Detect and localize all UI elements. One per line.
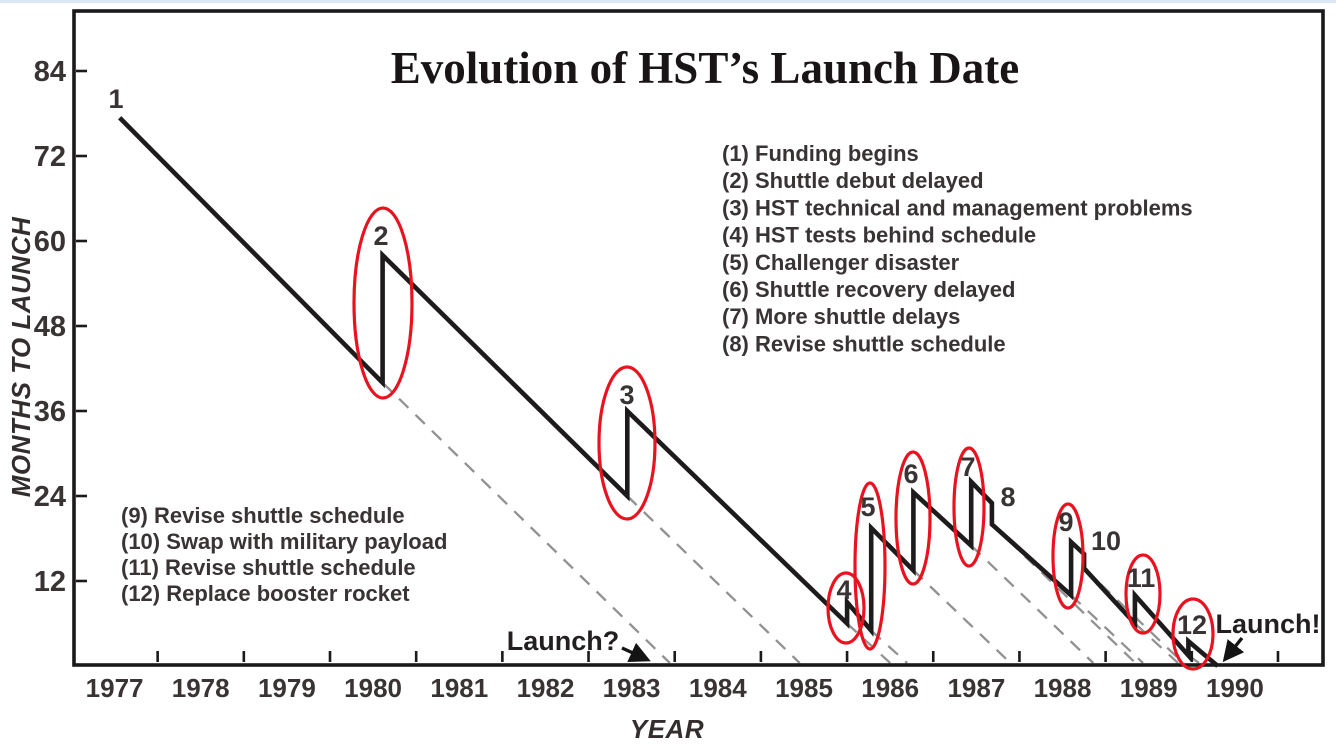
y-axis-title: MONTHS TO LAUNCH [6,216,36,497]
y-tick-label: 12 [34,566,66,598]
launch-exclaim-label: Launch! [1216,609,1321,639]
event-circle-5 [853,481,887,651]
legend-item: (3) HST technical and management problem… [722,195,1193,220]
event-number-12: 12 [1177,610,1207,640]
plot-border [72,9,1325,667]
x-tick-label: 1981 [430,673,488,703]
x-tick-label: 1977 [86,673,144,703]
event-circle-2 [352,206,414,400]
x-tick-label: 1980 [344,673,402,703]
event-circle-7 [952,446,986,568]
top-edge-strip [0,0,1336,3]
legend-item: (8) Revise shuttle schedule [722,331,1006,356]
legend-bottom-left: (9) Revise shuttle schedule(10) Swap wit… [121,503,447,606]
y-tick-label: 48 [34,311,66,343]
legend-item: (9) Revise shuttle schedule [121,503,405,528]
y-tick-labels: 84 72 60 48 36 24 12 [34,56,66,598]
legend-item: (7) More shuttle delays [722,304,960,329]
plot-frame [72,9,1325,667]
annotation-arrows [621,636,1245,663]
event-number-2: 2 [373,221,388,251]
legend-item: (12) Replace booster rocket [121,581,410,606]
x-tick-label: 1986 [861,673,919,703]
event-circle-11 [1124,553,1162,635]
chart-title: Evolution of HST’s Launch Date [391,43,1019,93]
legend-item: (6) Shuttle recovery delayed [722,277,1015,302]
projection-dashed-line [970,544,1095,664]
legend-item: (11) Revise shuttle schedule [121,555,416,580]
event-circle-6 [894,450,932,586]
event-circles [352,206,1215,671]
legend-item: (10) Swap with military payload [121,529,447,554]
event-number-11: 11 [1127,563,1156,593]
event-circle-9 [1051,502,1085,610]
x-tick-label: 1984 [689,673,747,703]
x-tick-label: 1987 [947,673,1005,703]
legend-item: (2) Shuttle debut delayed [722,168,984,193]
event-number-8: 8 [1000,482,1015,512]
y-tick-label: 36 [34,396,66,428]
legend-item: (5) Challenger disaster [722,250,960,275]
projection-dashed-line [1070,594,1144,664]
x-tick-label: 1979 [258,673,316,703]
x-tick-label: 1978 [172,673,230,703]
projection-dashed-line [1134,622,1179,664]
event-number-3: 3 [619,380,634,410]
projection-dashed-line [626,495,801,664]
launch-question-arrow [621,642,651,662]
event-number-6: 6 [903,459,918,489]
event-number-4: 4 [836,575,851,605]
legend-item: (4) HST tests behind schedule [722,223,1036,248]
y-tick-label: 72 [34,141,66,173]
event-number-10: 10 [1091,526,1121,556]
event-circle-12 [1171,597,1215,671]
event-circle-4 [826,571,866,645]
schedule-line [118,116,1220,668]
x-tick-label: 1988 [1034,673,1092,703]
x-tick-label: 1982 [517,673,575,703]
x-tick-label: 1990 [1206,673,1264,703]
y-tick-label: 60 [34,226,66,258]
launch-date-line [118,116,1220,668]
launch-question-label: Launch? [507,626,620,656]
y-tick-label: 24 [34,481,66,513]
x-tick-label: 1985 [775,673,833,703]
legend-item: (1) Funding begins [722,141,919,166]
x-axis-title: YEAR [630,714,704,744]
event-number-1: 1 [108,84,123,114]
event-number-9: 9 [1058,507,1073,537]
projection-dashed-line [381,381,671,664]
x-tick-labels: 1977 1978 1979 1980 1981 1982 1983 1984 1985 1986… [86,673,1264,703]
projection-dashed-line [846,622,891,664]
x-tick-label: 1983 [603,673,661,703]
event-circle-3 [597,365,657,521]
launch-exclaim-arrow [1222,636,1245,663]
event-number-5: 5 [860,492,875,522]
legend-top-right: (1) Funding begins(2) Shuttle debut dela… [722,141,1193,356]
event-number-7: 7 [960,452,975,482]
x-tick-label: 1989 [1120,673,1178,703]
y-tick-label: 84 [34,56,66,88]
